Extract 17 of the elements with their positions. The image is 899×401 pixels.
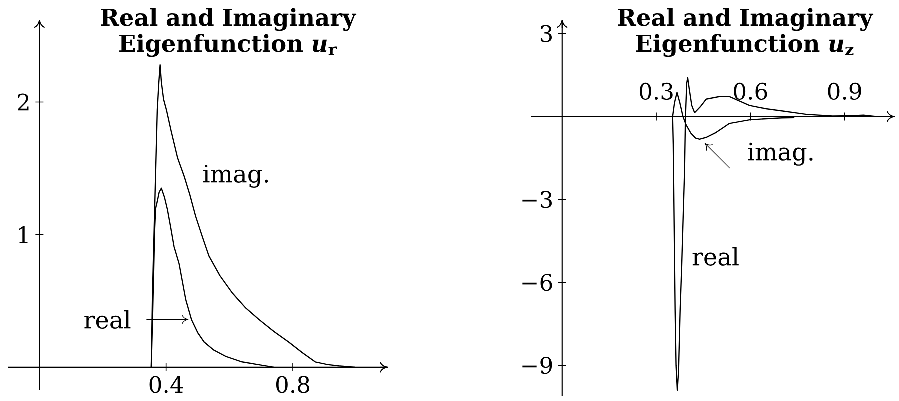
y-tick-label: −9 <box>522 357 552 374</box>
y-tick-label: −6 <box>522 274 552 292</box>
y-tick-label: −3 <box>522 191 552 208</box>
y-tick-label: 1 <box>19 226 28 244</box>
x-tick-label: 0.6 <box>734 82 768 100</box>
annotation: imag. <box>748 142 813 166</box>
y-tick-label: 3 <box>540 25 552 42</box>
x-tick-label: 0.9 <box>828 82 862 100</box>
annotation: real <box>84 310 131 329</box>
y-tick-label: 2 <box>18 94 29 111</box>
x-tick-label: 0.4 <box>150 376 184 394</box>
x-tick-label: 0.8 <box>276 376 310 394</box>
annotation: real <box>692 247 739 266</box>
x-tick-label: 0.3 <box>640 82 673 100</box>
chart-title: Real and Imaginary Eigenfunction u$_{z}$ <box>618 8 874 58</box>
annotation: imag. <box>204 164 268 188</box>
chart-title: Real and Imaginary Eigenfunction u$_{r}$ <box>101 8 357 58</box>
